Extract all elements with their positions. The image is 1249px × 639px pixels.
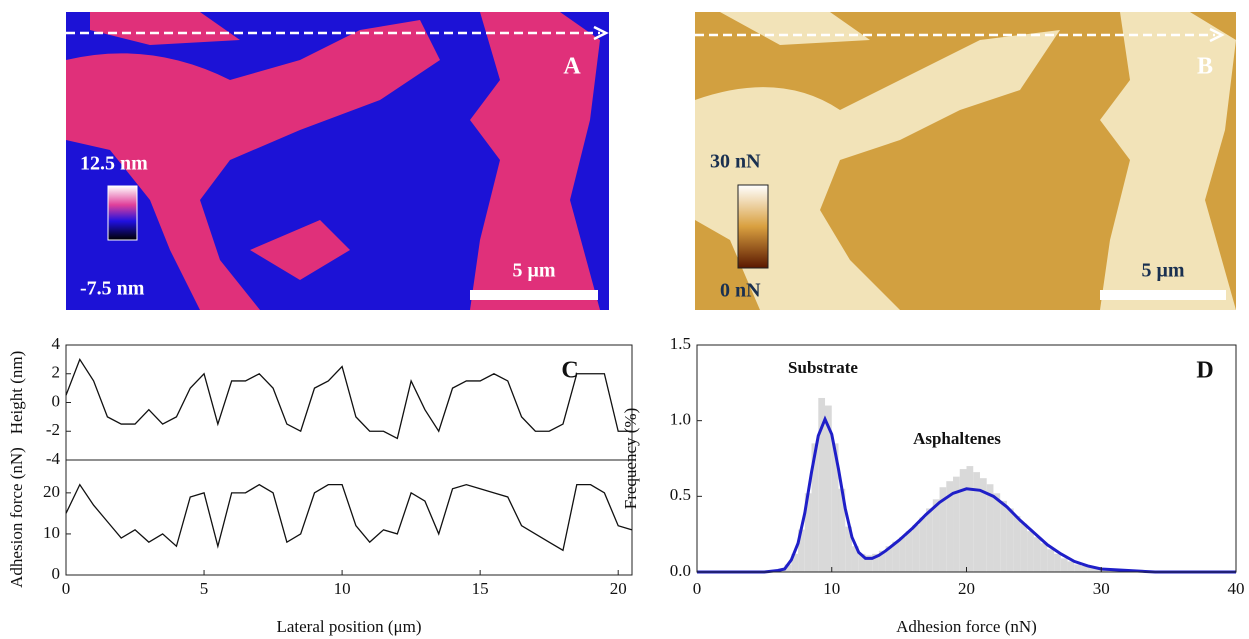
- x-axis-label: Adhesion force (nN): [896, 617, 1037, 636]
- histogram-bar: [919, 518, 926, 572]
- histogram-bar: [960, 469, 967, 572]
- histogram-bar: [1007, 508, 1014, 572]
- histogram-bar: [1034, 537, 1041, 572]
- x-tick-label: 20: [610, 579, 627, 598]
- panel-label: A: [563, 54, 581, 80]
- annotation: Substrate: [788, 358, 858, 377]
- x-tick-label: 5: [200, 579, 209, 598]
- y-tick-label: 4: [52, 334, 61, 353]
- scale-bar-label: 5 μm: [1142, 260, 1185, 282]
- plot-frame: [66, 345, 632, 460]
- y-tick-label: 1.0: [670, 410, 691, 429]
- histogram-bar: [973, 472, 980, 572]
- histogram-bar: [913, 525, 920, 572]
- y-tick-label: 2: [52, 363, 61, 382]
- x-tick-label: 0: [693, 579, 702, 598]
- y-tick-label: -2: [46, 420, 60, 439]
- histogram-bar: [1068, 561, 1075, 572]
- histogram-bar: [1047, 549, 1054, 572]
- colorbar-max-label: 30 nN: [710, 151, 761, 173]
- y-axis-label: Adhesion force (nN): [7, 447, 26, 588]
- x-tick-label: 30: [1093, 579, 1110, 598]
- y-tick-label: 0.5: [670, 485, 691, 504]
- histogram-bar: [1027, 531, 1034, 572]
- data-line: [66, 485, 632, 551]
- plot-frame: [66, 460, 632, 575]
- histogram-bar: [967, 466, 974, 572]
- x-tick-label: 15: [472, 579, 489, 598]
- y-tick-label: 0.0: [670, 561, 691, 580]
- y-tick-label: 0: [52, 391, 61, 410]
- y-axis-label: Height (nm): [7, 351, 26, 435]
- histogram-bar: [1054, 554, 1061, 572]
- histogram-bar: [899, 537, 906, 572]
- data-line: [66, 359, 632, 438]
- panel-label: C: [561, 358, 578, 384]
- x-tick-label: 0: [62, 579, 71, 598]
- x-axis-label: Lateral position (μm): [276, 617, 421, 636]
- histogram-bar: [906, 531, 913, 572]
- histogram-bar: [993, 493, 1000, 572]
- y-tick-label: 20: [43, 482, 60, 501]
- x-tick-label: 10: [823, 579, 840, 598]
- histogram-bar: [1014, 516, 1021, 572]
- histogram-bar: [1000, 501, 1007, 572]
- y-axis-label: Frequency (%): [621, 408, 640, 510]
- x-tick-label: 20: [958, 579, 975, 598]
- colorbar-min-label: -7.5 nm: [80, 278, 145, 300]
- y-tick-label: 1.5: [670, 334, 691, 353]
- histogram-bar: [1041, 543, 1048, 572]
- histogram-bar: [1074, 564, 1081, 572]
- x-tick-label: 10: [334, 579, 351, 598]
- histogram-bar: [933, 499, 940, 572]
- histogram-bar: [926, 508, 933, 572]
- histogram-bar: [1061, 558, 1068, 572]
- figure: A 12.5 nm -7.5 nm 5 μm B 30 nN 0 nN 5 μm -4 -2 0 2 4…: [0, 0, 1249, 639]
- annotation: Asphaltenes: [913, 429, 1001, 448]
- panel-label: B: [1197, 54, 1213, 80]
- colorbar-max-label: 12.5 nm: [80, 153, 148, 175]
- y-tick-label: 10: [43, 523, 60, 542]
- histogram-bar: [1020, 524, 1027, 572]
- y-tick-label: -4: [46, 449, 61, 468]
- y-tick-label: 0: [52, 564, 61, 583]
- panel-label: D: [1196, 358, 1213, 384]
- colorbar-min-label: 0 nN: [720, 280, 761, 302]
- scale-bar-label: 5 μm: [513, 260, 556, 282]
- x-tick-label: 40: [1228, 579, 1245, 598]
